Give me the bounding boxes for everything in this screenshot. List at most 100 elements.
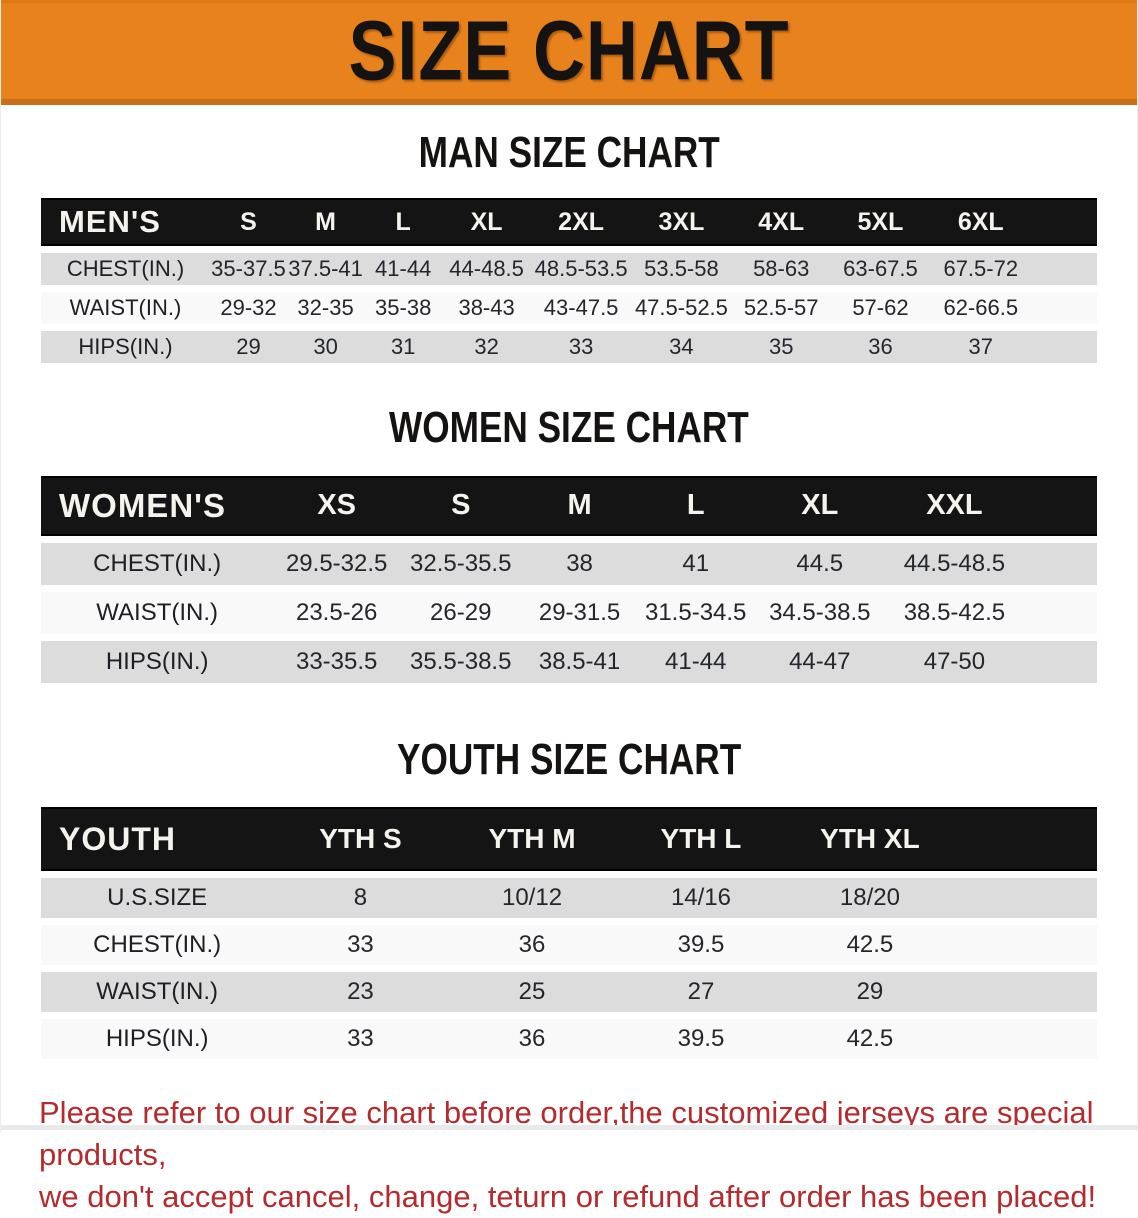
measurement-value: 52.5-57 xyxy=(731,292,831,325)
measurement-label: HIPS(IN.) xyxy=(41,331,210,364)
measurement-value: 29-32 xyxy=(209,292,288,325)
size-column-header: XL xyxy=(442,198,531,247)
measurement-label: CHEST(IN.) xyxy=(41,253,210,286)
youth-size-table: YOUTH YTH S YTH M YTH L YTH XL U.S.SIZE 8 10/12… xyxy=(41,800,1097,1066)
header-spacer-cell xyxy=(1023,475,1097,536)
measurement-value: 63-67.5 xyxy=(830,253,931,286)
size-column-header: YTH M xyxy=(447,807,617,872)
measurement-value: 29 xyxy=(209,331,288,364)
row-spacer-cell xyxy=(1023,542,1097,585)
measurement-value: 53.5-58 xyxy=(631,253,732,286)
measurement-value: 36 xyxy=(830,331,931,364)
measurement-value: 37.5-41 xyxy=(287,253,365,286)
measurement-value: 29-31.5 xyxy=(521,591,638,634)
measurement-row: HIPS(IN.) 33 36 39.5 42.5 xyxy=(41,1019,1097,1060)
measurement-value: 32.5-35.5 xyxy=(400,542,522,585)
measurement-value: 18/20 xyxy=(785,878,955,919)
man-size-table: MEN'S S M L XL 2XL 3XL 4XL 5XL 6XL CHEST(IN.) 35-37… xyxy=(41,191,1097,370)
measurement-value: 37 xyxy=(930,331,1032,364)
banner-title: SIZE CHART xyxy=(348,3,790,98)
measurement-row: WAIST(IN.) 23.5-26 26-29 29-31.5 31.5-34.5 34… xyxy=(41,591,1097,634)
size-column-header: YTH L xyxy=(616,807,786,872)
size-column-header: YTH S xyxy=(273,807,448,872)
table-header-row: WOMEN'S XS S M L XL XXL xyxy=(41,475,1097,536)
measurement-value: 38-43 xyxy=(442,292,531,325)
measurement-value: 41-44 xyxy=(637,640,754,683)
size-column-header: L xyxy=(637,475,754,536)
row-spacer-cell xyxy=(954,1019,1097,1060)
women-section-title: WOMEN SIZE CHART xyxy=(389,403,749,453)
measurement-label: WAIST(IN.) xyxy=(41,292,210,325)
measurement-value: 33 xyxy=(273,1019,448,1060)
measurement-value: 44.5 xyxy=(753,542,886,585)
measurement-value: 31 xyxy=(364,331,443,364)
man-size-table-wrap: MEN'S S M L XL 2XL 3XL 4XL 5XL 6XL CHEST(IN.) 35-37… xyxy=(1,191,1137,370)
measurement-value: 47-50 xyxy=(885,640,1024,683)
size-column-header: 4XL xyxy=(731,198,831,247)
youth-section-title: YOUTH SIZE CHART xyxy=(396,734,742,784)
table-header-row: MEN'S S M L XL 2XL 3XL 4XL 5XL 6XL xyxy=(41,198,1097,247)
size-column-header: XS xyxy=(273,475,401,536)
measurement-value: 57-62 xyxy=(830,292,931,325)
size-column-header: S xyxy=(400,475,522,536)
size-column-header: 5XL xyxy=(830,198,931,247)
measurement-value: 39.5 xyxy=(616,925,786,966)
table-corner-label: MEN'S xyxy=(41,198,210,247)
measurement-value: 38 xyxy=(521,542,638,585)
measurement-row: WAIST(IN.) 29-32 32-35 35-38 38-43 43-47.5 47.… xyxy=(41,292,1097,325)
table-corner-label: WOMEN'S xyxy=(41,475,274,536)
measurement-row: CHEST(IN.) 35-37.5 37.5-41 41-44 44-48.5 48.5… xyxy=(41,253,1097,286)
size-chart-banner: SIZE CHART xyxy=(1,0,1137,105)
measurement-value: 29 xyxy=(785,972,955,1013)
measurement-value: 67.5-72 xyxy=(930,253,1032,286)
measurement-value: 25 xyxy=(447,972,617,1013)
measurement-value: 31.5-34.5 xyxy=(637,591,754,634)
measurement-value: 44-48.5 xyxy=(442,253,531,286)
measurement-value: 36 xyxy=(447,925,617,966)
row-spacer-cell xyxy=(1031,292,1097,325)
measurement-value: 29.5-32.5 xyxy=(273,542,401,585)
header-spacer-cell xyxy=(954,807,1097,872)
measurement-value: 34.5-38.5 xyxy=(753,591,886,634)
measurement-value: 32-35 xyxy=(287,292,365,325)
size-column-header: 2XL xyxy=(530,198,632,247)
measurement-value: 30 xyxy=(287,331,365,364)
size-column-header: YTH XL xyxy=(785,807,955,872)
row-spacer-cell xyxy=(954,925,1097,966)
measurement-value: 47.5-52.5 xyxy=(631,292,732,325)
measurement-value: 62-66.5 xyxy=(930,292,1032,325)
measurement-row: CHEST(IN.) 29.5-32.5 32.5-35.5 38 41 44.5 44.5… xyxy=(41,542,1097,585)
measurement-value: 43-47.5 xyxy=(530,292,632,325)
measurement-value: 38.5-42.5 xyxy=(885,591,1024,634)
measurement-value: 38.5-41 xyxy=(521,640,638,683)
measurement-value: 42.5 xyxy=(785,925,955,966)
size-column-header: XL xyxy=(753,475,886,536)
measurement-value: 36 xyxy=(447,1019,617,1060)
measurement-value: 33 xyxy=(273,925,448,966)
table-header-row: YOUTH YTH S YTH M YTH L YTH XL xyxy=(41,807,1097,872)
measurement-value: 44.5-48.5 xyxy=(885,542,1024,585)
measurement-value: 48.5-53.5 xyxy=(530,253,632,286)
man-section-title: MAN SIZE CHART xyxy=(418,128,720,177)
measurement-value: 35-37.5 xyxy=(209,253,288,286)
row-spacer-cell xyxy=(1023,640,1097,683)
measurement-row: HIPS(IN.) 29 30 31 32 33 34 35 36 37 xyxy=(41,331,1097,364)
measurement-label: HIPS(IN.) xyxy=(41,640,274,683)
disclaimer-line-1: Please refer to our size chart before or… xyxy=(39,1095,1094,1173)
measurement-label: HIPS(IN.) xyxy=(41,1019,274,1060)
measurement-value: 44-47 xyxy=(753,640,886,683)
measurement-value: 27 xyxy=(616,972,786,1013)
row-spacer-cell xyxy=(954,878,1097,919)
measurement-value: 58-63 xyxy=(731,253,831,286)
measurement-value: 26-29 xyxy=(400,591,522,634)
women-size-table-wrap: WOMEN'S XS S M L XL XXL CHEST(IN.) 29.5-32.5 32.5… xyxy=(1,469,1137,690)
measurement-value: 8 xyxy=(273,878,448,919)
measurement-value: 33 xyxy=(530,331,632,364)
header-spacer-cell xyxy=(1031,198,1097,247)
measurement-label: CHEST(IN.) xyxy=(41,925,274,966)
measurement-label: CHEST(IN.) xyxy=(41,542,274,585)
women-size-table: WOMEN'S XS S M L XL XXL CHEST(IN.) 29.5-32.5 32.5… xyxy=(41,469,1097,690)
measurement-row: HIPS(IN.) 33-35.5 35.5-38.5 38.5-41 41-44 44-… xyxy=(41,640,1097,683)
size-column-header: M xyxy=(287,198,365,247)
measurement-value: 42.5 xyxy=(785,1019,955,1060)
